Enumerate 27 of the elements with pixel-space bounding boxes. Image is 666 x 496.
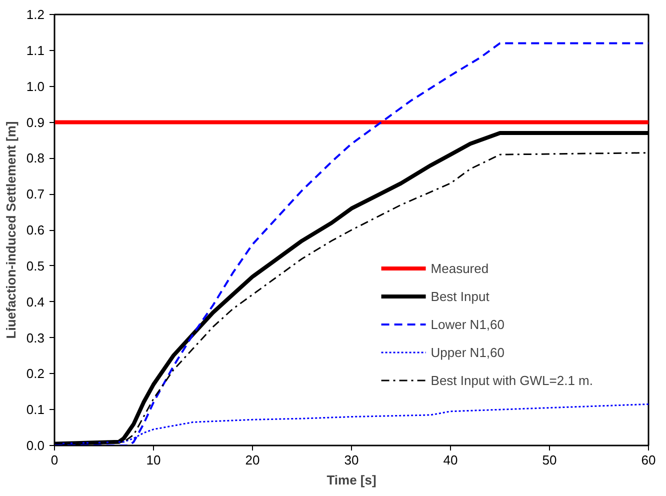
x-tick-label: 0 [50, 452, 58, 468]
y-tick-label: 0.8 [26, 150, 45, 166]
legend-label: Measured [430, 260, 489, 276]
y-tick-label: 0.9 [26, 114, 45, 130]
y-tick-label: 0.4 [26, 294, 45, 310]
y-axis-title: Liuefaction-induced Settlement [m] [3, 121, 18, 339]
x-tick-label: 60 [641, 452, 656, 468]
x-tick-label: 30 [344, 452, 359, 468]
y-tick-label: 1.2 [26, 7, 45, 22]
legend-label: Best Input with GWL=2.1 m. [430, 372, 593, 388]
y-tick-label: 0.7 [26, 186, 45, 202]
x-axis-title: Time [s] [326, 472, 376, 488]
x-tick-label: 20 [245, 452, 260, 468]
legend-label: Lower N1,60 [430, 316, 504, 332]
legend-label: Best Input [430, 288, 490, 304]
y-tick-label: 0.1 [26, 402, 45, 418]
legend-label: Upper N1,60 [430, 344, 504, 360]
y-tick-label: 1.1 [26, 42, 45, 58]
y-tick-label: 0.2 [26, 366, 45, 382]
y-tick-label: 0.5 [26, 258, 45, 274]
x-tick-label: 40 [443, 452, 458, 468]
x-tick-label: 50 [542, 452, 557, 468]
y-tick-label: 0.3 [26, 330, 45, 346]
y-tick-label: 1.0 [26, 78, 45, 94]
y-tick-label: 0.6 [26, 222, 45, 238]
x-tick-label: 10 [146, 452, 161, 468]
y-tick-label: 0.0 [26, 438, 45, 453]
